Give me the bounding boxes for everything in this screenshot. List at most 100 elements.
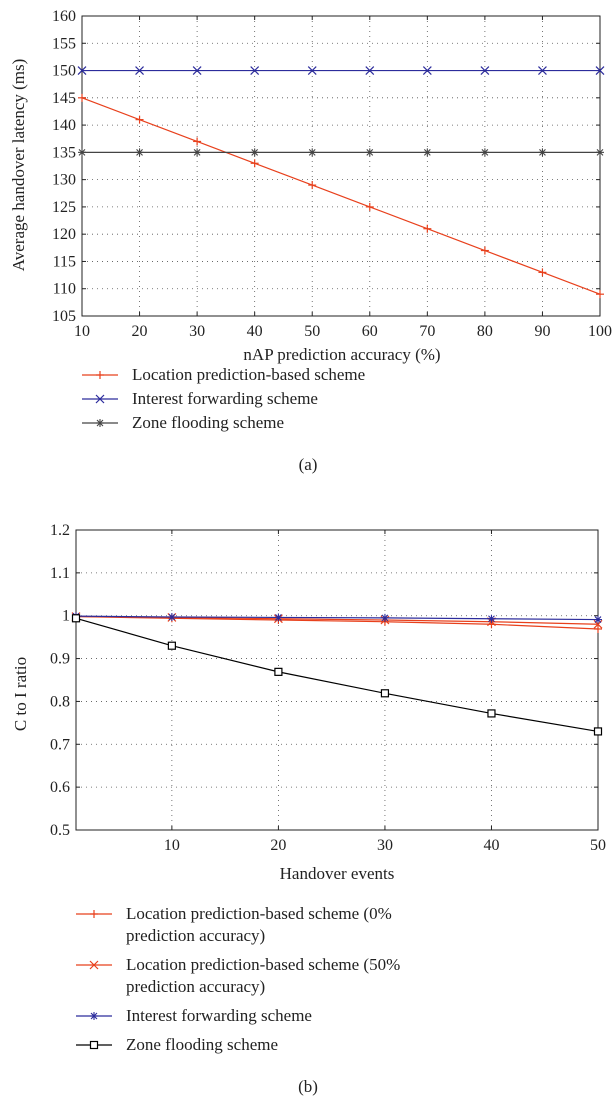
chart-a-x-tick-label: 40 xyxy=(247,323,263,340)
chart-b-legend-label: Location prediction-based scheme (0% pred… xyxy=(126,904,392,945)
chart-a-data-point xyxy=(480,246,489,255)
chart-a-series-location-prediction-based-scheme-0 xyxy=(78,93,604,299)
chart-b-y-axis-label: C to I ratio xyxy=(11,657,30,731)
chart-a-x-tick-label: 70 xyxy=(419,323,435,340)
chart-a-legend-item: Zone flooding scheme xyxy=(82,413,284,432)
chart-a-data-point xyxy=(538,66,547,75)
chart-a-legend-item: Interest forwarding scheme xyxy=(82,389,318,408)
chart-a-x-tick-label: 90 xyxy=(534,323,550,340)
chart-a-y-tick-label: 140 xyxy=(52,117,76,134)
chart-b-legend-label-line: prediction accuracy) xyxy=(126,977,265,996)
chart-b-data-point xyxy=(593,727,603,736)
chart-a-data-point xyxy=(77,66,87,75)
chart-a-legend-label: Interest forwarding scheme xyxy=(132,389,318,408)
chart-a-legend-label-line: Interest forwarding scheme xyxy=(132,389,318,408)
chart-b-legend-item: Location prediction-based scheme (0% pred… xyxy=(76,904,392,945)
chart-a-legend: Location prediction-based scheme Interest… xyxy=(82,365,365,432)
chart-a-data-point xyxy=(78,148,86,157)
chart-a-series-zone-flooding-scheme-2 xyxy=(78,148,604,157)
chart-a-legend-label-line: Zone flooding scheme xyxy=(132,413,284,432)
chart-b-legend-label-line: Location prediction-based scheme (0% xyxy=(126,904,392,923)
chart-a-data-point xyxy=(365,66,375,75)
chart-b-y-tick-label: 0.8 xyxy=(50,693,70,710)
chart-a-data-point xyxy=(193,137,202,146)
chart-b-legend-item: Interest forwarding scheme xyxy=(76,1006,312,1025)
chart-a-data-point xyxy=(538,268,547,277)
chart-b-legend: Location prediction-based scheme (0% pred… xyxy=(76,904,400,1054)
chart-a-data-point xyxy=(307,66,317,75)
chart-a-data-point xyxy=(250,159,259,168)
chart-b-plot-frame xyxy=(75,529,599,831)
chart-a-data-point xyxy=(596,290,604,299)
chart-a-series-line xyxy=(81,97,601,295)
chart-b-legend-marker xyxy=(89,1040,99,1050)
chart-a-data-point xyxy=(78,93,86,102)
chart-a-data-point xyxy=(135,148,144,157)
chart-b-data-point xyxy=(167,613,176,621)
chart-b-data-point xyxy=(594,625,602,633)
chart-a-data-point xyxy=(423,148,432,157)
chart-a: Average handover latency (ms) nAP predic… xyxy=(9,8,612,474)
chart-a-legend-label-line: Location prediction-based scheme xyxy=(132,365,365,384)
chart-b-y-tick-label: 1.2 xyxy=(50,522,70,539)
chart-b-x-tick-label: 50 xyxy=(590,837,606,854)
chart-a-x-tick-label: 80 xyxy=(477,323,493,340)
chart-b-y-tick-label: 1 xyxy=(62,608,70,625)
chart-b-x-tick-label: 30 xyxy=(377,837,393,854)
chart-b-legend-marker xyxy=(89,960,99,970)
chart-b-data-point xyxy=(380,689,390,698)
chart-a-legend-item: Location prediction-based scheme xyxy=(82,365,365,384)
chart-b-legend-label-line: Interest forwarding scheme xyxy=(126,1006,312,1025)
chart-a-data-point xyxy=(480,148,489,157)
chart-b-legend-label: Location prediction-based scheme (50% pre… xyxy=(126,955,400,996)
chart-a-data-point xyxy=(596,148,604,157)
chart-a-data-point xyxy=(193,148,202,157)
chart-a-series-interest-forwarding-scheme-1 xyxy=(77,66,605,75)
chart-b-y-tick-label: 0.5 xyxy=(50,822,70,839)
chart-a-data-point xyxy=(423,224,432,233)
chart-a-data-point xyxy=(250,66,260,75)
chart-b-y-tick-label: 0.9 xyxy=(50,651,70,668)
chart-a-y-tick-label: 105 xyxy=(52,308,76,325)
chart-a-y-tick-label: 115 xyxy=(53,253,76,270)
chart-a-x-tick-label: 20 xyxy=(132,323,148,340)
chart-a-data-point xyxy=(422,66,432,75)
chart-b-y-tick-label: 0.6 xyxy=(50,779,70,796)
chart-a-data-point xyxy=(192,66,202,75)
chart-a-grid xyxy=(82,16,600,316)
chart-a-y-tick-label: 130 xyxy=(52,172,76,189)
chart-a-x-axis-label: nAP prediction accuracy (%) xyxy=(243,345,440,364)
chart-b-data-point xyxy=(167,641,176,650)
chart-b-series-line xyxy=(75,617,599,733)
chart-a-legend-marker xyxy=(95,394,105,404)
chart-a-y-tick-label: 145 xyxy=(52,90,76,107)
chart-b-x-tick-label: 20 xyxy=(270,837,286,854)
chart-b-data-point xyxy=(594,615,602,624)
chart-a-y-axis-label: Average handover latency (ms) xyxy=(9,59,28,272)
chart-b-series-line xyxy=(75,615,599,630)
chart-b-legend-label-line: Location prediction-based scheme (50% xyxy=(126,955,400,974)
chart-b-legend-label: Interest forwarding scheme xyxy=(126,1006,312,1025)
chart-a-legend-marker xyxy=(96,371,104,379)
chart-b-legend-item: Location prediction-based scheme (50% pre… xyxy=(76,955,400,996)
chart-b-legend-label: Zone flooding scheme xyxy=(126,1035,278,1054)
chart-b-data-point xyxy=(71,614,81,623)
chart-a-x-tick-label: 100 xyxy=(588,323,612,340)
chart-b-legend-item: Zone flooding scheme xyxy=(76,1035,278,1054)
chart-b-data-point xyxy=(487,614,496,623)
chart-a-legend-label: Zone flooding scheme xyxy=(132,413,284,432)
chart-b-data-point xyxy=(487,709,496,718)
chart-a-y-tick-label: 155 xyxy=(52,35,76,52)
chart-b-x-tick-label: 40 xyxy=(483,837,499,854)
chart-b-y-tick-label: 0.7 xyxy=(50,736,70,753)
chart-a-x-tick-label: 10 xyxy=(74,323,90,340)
chart-b-y-tick-label: 1.1 xyxy=(50,565,70,582)
chart-a-y-tick-label: 150 xyxy=(52,63,76,80)
chart-a-x-tick-label: 50 xyxy=(304,323,320,340)
chart-a-x-tick-label: 30 xyxy=(189,323,205,340)
chart-a-data-point xyxy=(135,115,144,124)
chart-a-y-tick-label: 135 xyxy=(52,144,76,161)
chart-a-data-point xyxy=(365,148,374,157)
chart-a-y-tick-label: 160 xyxy=(52,8,76,25)
